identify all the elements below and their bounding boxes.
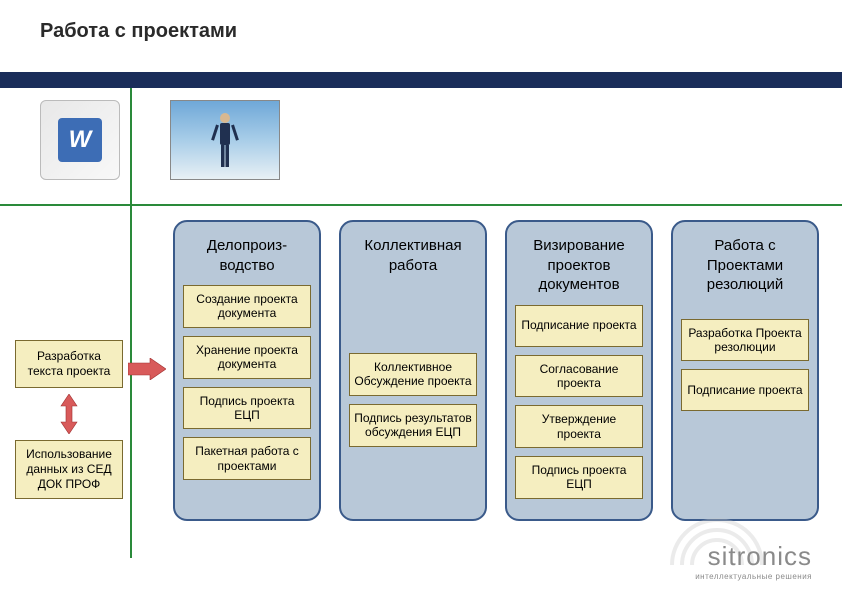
column-header: Делопроиз- водство — [205, 232, 289, 285]
column-item: Подпись проекта ЕЦП — [515, 456, 643, 499]
column-item: Подпись проекта ЕЦП — [183, 387, 311, 430]
header-bar — [0, 72, 842, 88]
column-header: Визирование проектов документов — [513, 232, 645, 305]
column-item: Создание проекта документа — [183, 285, 311, 328]
left-boxes: Разработка текста проекта Использование … — [14, 340, 124, 499]
left-box-use-data: Использование данных из СЕД ДОК ПРОФ — [15, 440, 123, 499]
slide: Работа с проектами W Разработка текста п… — [0, 0, 842, 595]
logo-brand: sitronics — [695, 541, 812, 572]
column-item: Пакетная работа с проектами — [183, 437, 311, 480]
column-item: Утверждение проекта — [515, 405, 643, 448]
column-header: Работа с Проектами резолюций — [679, 232, 811, 305]
logo: sitronics интеллектуальные решения — [695, 541, 812, 581]
horizontal-divider — [0, 204, 842, 206]
column-item: Коллективное Обсуждение проекта — [349, 353, 477, 396]
logo-tagline: интеллектуальные решения — [695, 572, 812, 581]
column-item: Согласование проекта — [515, 355, 643, 398]
column-item: Хранение проекта документа — [183, 336, 311, 379]
photo-placeholder — [170, 100, 280, 180]
images-row: W — [40, 100, 280, 180]
vertical-double-arrow-icon — [59, 394, 79, 434]
column-item: Подписание проекта — [681, 369, 809, 411]
word-icon-glyph: W — [58, 118, 102, 162]
column-item: Подписание проекта — [515, 305, 643, 347]
word-icon: W — [40, 100, 120, 180]
column-item: Подпись результатов обсуждения ЕЦП — [349, 404, 477, 447]
column-header: Коллективная работа — [347, 232, 479, 285]
column: Делопроиз- водствоСоздание проекта докум… — [173, 220, 321, 521]
column-item: Разработка Проекта резолюции — [681, 319, 809, 362]
page-title: Работа с проектами — [40, 20, 802, 43]
left-box-develop-text: Разработка текста проекта — [15, 340, 123, 388]
vertical-divider — [130, 88, 132, 558]
person-figure-icon — [210, 110, 240, 170]
column: Коллективная работа Коллективное Обсужден… — [339, 220, 487, 521]
column: Визирование проектов документовПодписани… — [505, 220, 653, 521]
